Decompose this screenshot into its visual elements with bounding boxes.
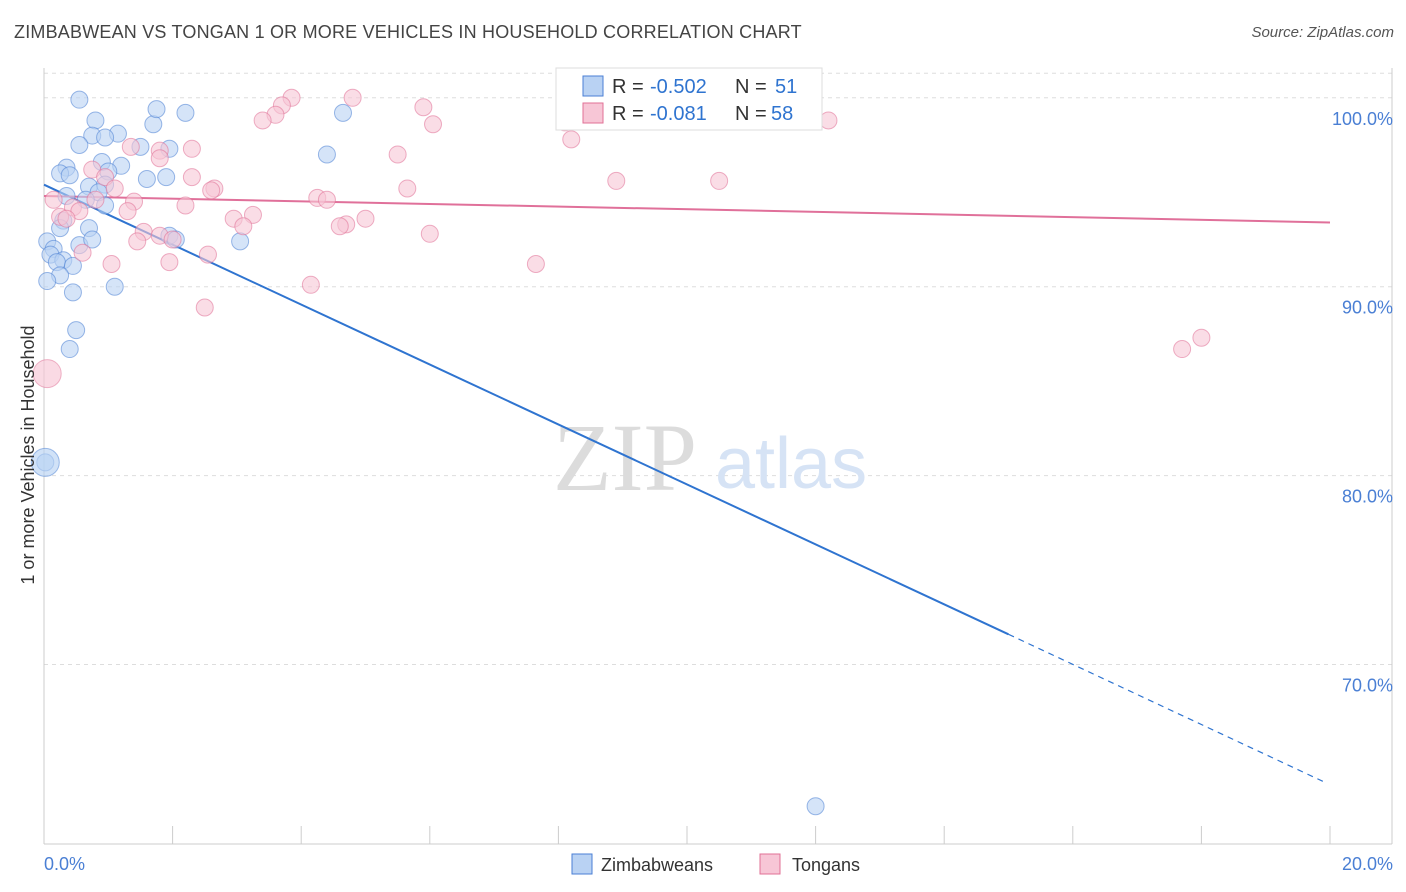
point-zimbabweans-20: [157, 168, 176, 187]
legend-r-value-1: -0.502: [650, 76, 707, 98]
point-tongans-10: [121, 137, 140, 156]
point-zimbabweans-40: [63, 256, 82, 275]
point-tongans-29: [317, 190, 336, 209]
point-zimbabweans-48: [806, 797, 825, 816]
point-zimbabweans-0: [70, 90, 89, 109]
y-tick-label-1: 90.0%: [1342, 298, 1393, 318]
point-tongans-48: [102, 255, 121, 274]
point-zimbabweans-19: [137, 170, 156, 189]
point-zimbabweans-43: [105, 277, 124, 296]
y-tick-label-0: 100.0%: [1332, 109, 1393, 129]
legend-r-value-2: -0.081: [650, 103, 707, 125]
point-tongans-43: [128, 232, 147, 251]
point-zimbabweans-1: [86, 111, 105, 130]
point-tongans-25: [86, 190, 105, 209]
point-tongans-54: [1173, 340, 1192, 359]
bottom-legend-zimbabweans: Zimbabweans: [601, 855, 713, 875]
point-zimbabweans-32: [83, 230, 102, 249]
point-zimbabweans-10: [147, 100, 166, 119]
point-tongans-13: [388, 145, 407, 164]
tick-labels: 100.0% 90.0% 80.0% 70.0% 0.0% 20.0%: [44, 109, 1393, 874]
point-tongans-30: [176, 196, 195, 215]
watermark: ZIP atlas: [553, 404, 867, 511]
point-zimbabweans-12: [317, 145, 336, 164]
point-tongans-53: [1192, 328, 1211, 347]
point-tongans-50: [526, 255, 545, 274]
point-tongans-8: [562, 130, 581, 149]
y-tick-label-2: 80.0%: [1342, 487, 1393, 507]
legend-n-label-2: N =: [735, 103, 767, 125]
chart-title: ZIMBABWEAN VS TONGAN 1 OR MORE VEHICLES …: [14, 22, 802, 42]
point-zimbabweans-45: [67, 321, 86, 340]
x-tick-label-1: 20.0%: [1342, 854, 1393, 874]
point-zimbabweans-8: [144, 115, 163, 134]
point-tongans-18: [607, 171, 626, 190]
point-tongans-5: [253, 111, 272, 130]
point-tongans-17: [182, 168, 201, 187]
point-zimbabweans-large-0: [30, 447, 60, 477]
legend-n-label-1: N =: [735, 76, 767, 98]
point-tongans-51: [301, 275, 320, 294]
point-tongans-45: [420, 224, 439, 243]
point-tongans-large-0: [32, 359, 62, 389]
trend-line-zimbabweans: [43, 183, 1009, 636]
bottom-legend-tongans: Tongans: [792, 855, 860, 875]
watermark-zip: ZIP: [553, 404, 697, 511]
bottom-legend: Zimbabweans Tongans: [571, 853, 860, 875]
point-zimbabweans-44: [63, 283, 82, 302]
watermark-atlas: atlas: [715, 424, 867, 504]
point-tongans-44: [163, 230, 182, 249]
bottom-legend-swatch-tongans: [759, 853, 781, 875]
point-tongans-34: [57, 209, 76, 228]
legend-n-value-1: 51: [775, 76, 797, 98]
point-zimbabweans-42: [38, 272, 57, 291]
point-tongans-11: [182, 139, 201, 158]
point-tongans-37: [356, 209, 375, 228]
legend-n-value-2: 58: [771, 103, 793, 125]
data-points: [30, 88, 1211, 816]
point-zimbabweans-9: [176, 103, 195, 122]
legend-swatch-zimbabweans: [582, 75, 604, 97]
point-tongans-24: [44, 190, 63, 209]
point-tongans-3: [414, 98, 433, 117]
point-zimbabweans-46: [60, 340, 79, 359]
point-tongans-14: [150, 149, 169, 168]
legend-r-label-1: R =: [612, 76, 644, 98]
point-tongans-47: [198, 245, 217, 264]
legend-swatch-tongans: [582, 102, 604, 124]
point-zimbabweans-15: [60, 166, 79, 185]
point-tongans-6: [424, 115, 443, 134]
point-zimbabweans-35: [231, 232, 250, 251]
point-tongans-40: [234, 217, 253, 236]
point-zimbabweans-4: [96, 128, 115, 147]
bottom-legend-swatch-zimbabweans: [571, 853, 593, 875]
point-tongans-31: [118, 202, 137, 221]
trend-line-tongans: [43, 195, 1331, 224]
point-tongans-22: [202, 181, 221, 200]
point-tongans-1: [343, 88, 362, 107]
y-tick-label-3: 70.0%: [1342, 676, 1393, 696]
source-label: Source: ZipAtlas.com: [1251, 24, 1394, 41]
point-zimbabweans-11: [333, 103, 352, 122]
point-tongans-49: [160, 253, 179, 272]
point-tongans-20: [105, 179, 124, 198]
x-tick-label-0: 0.0%: [44, 854, 85, 874]
point-tongans-39: [330, 217, 349, 236]
y-axis-label: 1 or more Vehicles in Household: [18, 325, 38, 584]
point-tongans-19: [710, 171, 729, 190]
legend-r-label-2: R =: [612, 103, 644, 125]
point-tongans-9: [819, 111, 838, 130]
point-tongans-46: [73, 243, 92, 262]
trend-line-extension-zimbabweans: [1008, 633, 1324, 783]
point-tongans-23: [398, 179, 417, 198]
legend-box: R = -0.502 N = 51 R = -0.081 N = 58: [555, 67, 823, 131]
point-tongans-52: [195, 298, 214, 317]
point-zimbabweans-5: [70, 136, 89, 155]
gridlines: [44, 72, 1392, 666]
